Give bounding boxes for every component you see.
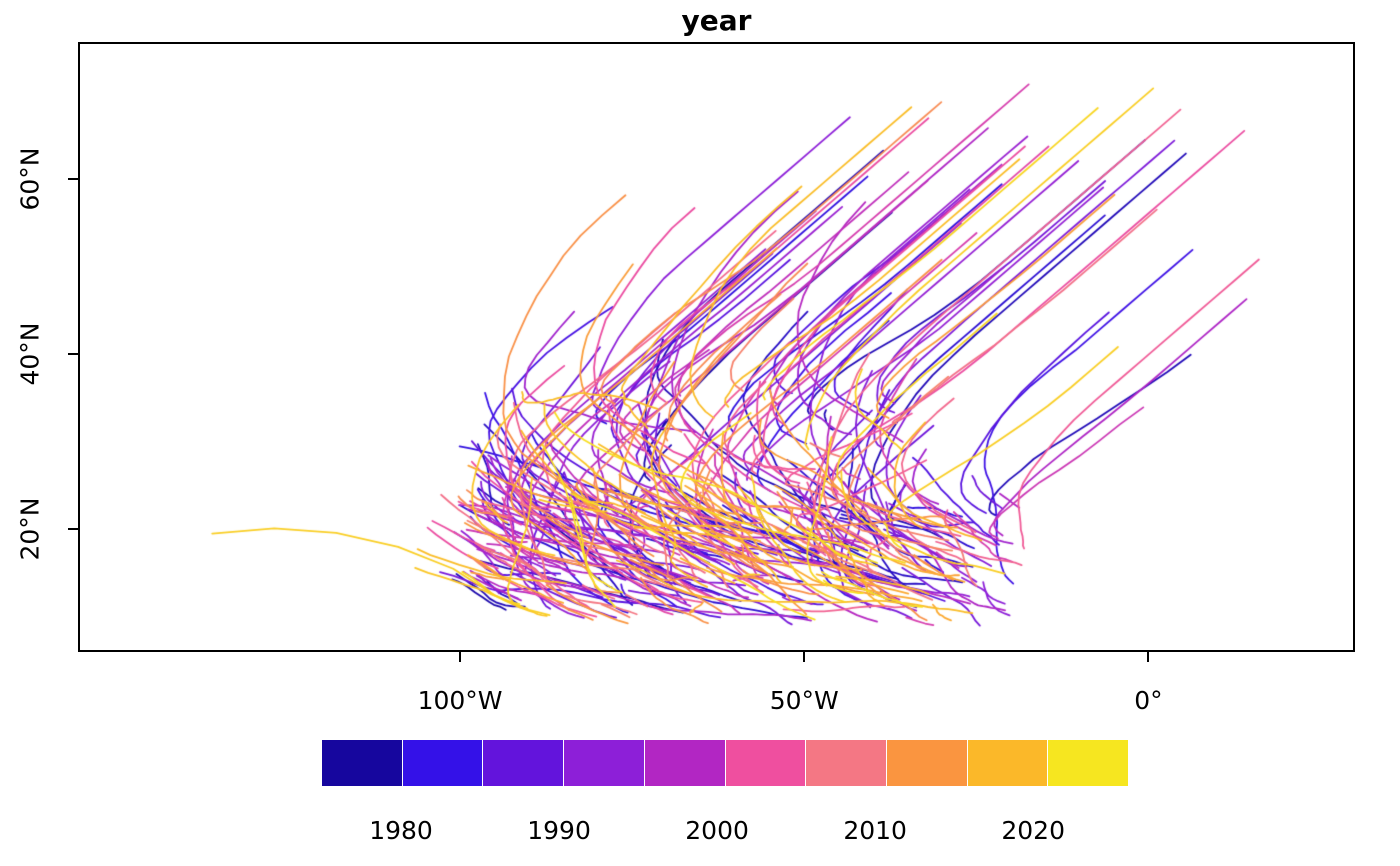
y-axis-tick xyxy=(68,353,78,355)
x-tick-label: 50°W xyxy=(769,686,839,715)
colorbar-color-segment xyxy=(886,740,967,786)
tracks-plot-canvas xyxy=(78,42,1355,652)
colorbar-color-segment xyxy=(402,740,483,786)
x-axis-tick xyxy=(803,652,806,662)
y-tick-label: 60°N xyxy=(15,147,45,211)
colorbar-color-segment xyxy=(483,740,564,786)
colorbar-color-segment xyxy=(967,740,1048,786)
colorbar-color-segment xyxy=(806,740,886,786)
colorbar-color-segment xyxy=(1048,740,1129,786)
colorbar-color-segment xyxy=(644,740,725,786)
colorbar-color-segment xyxy=(725,740,806,786)
chart-title: year xyxy=(681,4,752,37)
colorbar-tick-label: 1990 xyxy=(527,816,591,845)
colorbar-legend xyxy=(322,740,1129,786)
y-tick-label: 40°N xyxy=(15,322,45,386)
colorbar-color-segment xyxy=(564,740,644,786)
x-tick-label: 100°W xyxy=(417,686,503,715)
colorbar-tick-label: 2010 xyxy=(843,816,907,845)
x-axis-tick xyxy=(459,652,462,662)
y-axis-tick xyxy=(68,177,78,180)
colorbar-tick-label: 2020 xyxy=(1001,816,1065,845)
y-tick-label: 20°N xyxy=(15,497,45,561)
y-axis-tick xyxy=(68,528,78,531)
colorbar-tick-label: 1980 xyxy=(369,816,433,845)
x-tick-label: 0° xyxy=(1134,686,1163,715)
colorbar-tick-label: 2000 xyxy=(685,816,749,845)
colorbar-color-segment xyxy=(322,740,402,786)
x-axis-tick xyxy=(1147,652,1150,662)
